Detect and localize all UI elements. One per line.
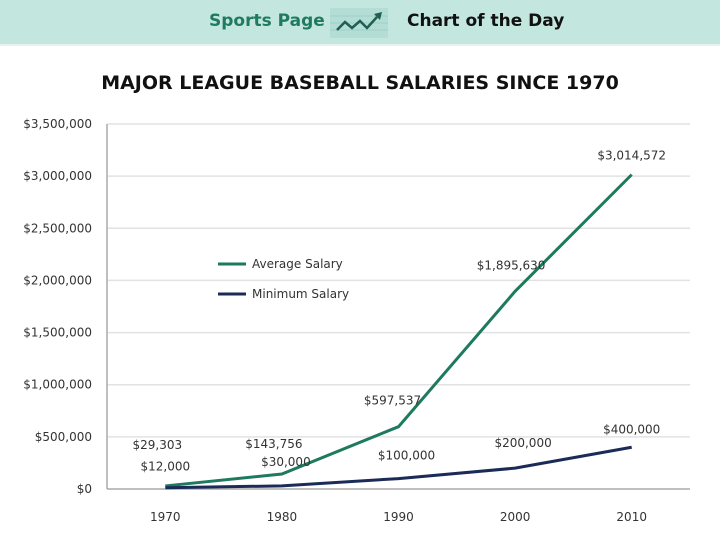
- y-tick-label: $2,000,000: [23, 273, 92, 287]
- sports-page-label: Sports Page: [209, 11, 325, 31]
- header-banner: Sports Page Chart of the Day: [0, 0, 720, 46]
- trend-line-icon: [330, 8, 388, 38]
- data-label: $100,000: [378, 449, 435, 463]
- legend-label: Average Salary: [252, 257, 343, 271]
- y-tick-label: $2,500,000: [23, 221, 92, 235]
- data-label: $12,000: [140, 460, 190, 474]
- series-line-average: [165, 173, 633, 488]
- x-tick-label: 2010: [616, 510, 647, 524]
- legend-label: Minimum Salary: [252, 287, 349, 301]
- chart-of-the-day-label: Chart of the Day: [407, 11, 565, 31]
- data-label: $29,303: [132, 438, 182, 452]
- y-tick-label: $3,000,000: [23, 169, 92, 183]
- x-tick-label: 1980: [267, 510, 298, 524]
- y-tick-label: $1,000,000: [23, 378, 92, 392]
- y-tick-label: $0: [77, 482, 92, 496]
- data-label: $3,014,572: [597, 149, 666, 163]
- data-label: $30,000: [261, 455, 311, 469]
- x-tick-label: 2000: [500, 510, 531, 524]
- data-label: $1,895,630: [477, 258, 546, 272]
- y-tick-label: $3,500,000: [23, 117, 92, 131]
- x-tick-label: 1990: [383, 510, 414, 524]
- data-label: $400,000: [603, 422, 660, 436]
- y-tick-label: $1,500,000: [23, 326, 92, 340]
- x-tick-label: 1970: [150, 510, 181, 524]
- data-label: $143,756: [245, 437, 302, 451]
- chart-title: MAJOR LEAGUE BASEBALL SALARIES SINCE 197…: [101, 72, 619, 94]
- series-line-minimum: [165, 445, 632, 490]
- y-tick-label: $500,000: [35, 430, 92, 444]
- data-label: $597,537: [364, 394, 421, 408]
- data-label: $200,000: [494, 436, 551, 450]
